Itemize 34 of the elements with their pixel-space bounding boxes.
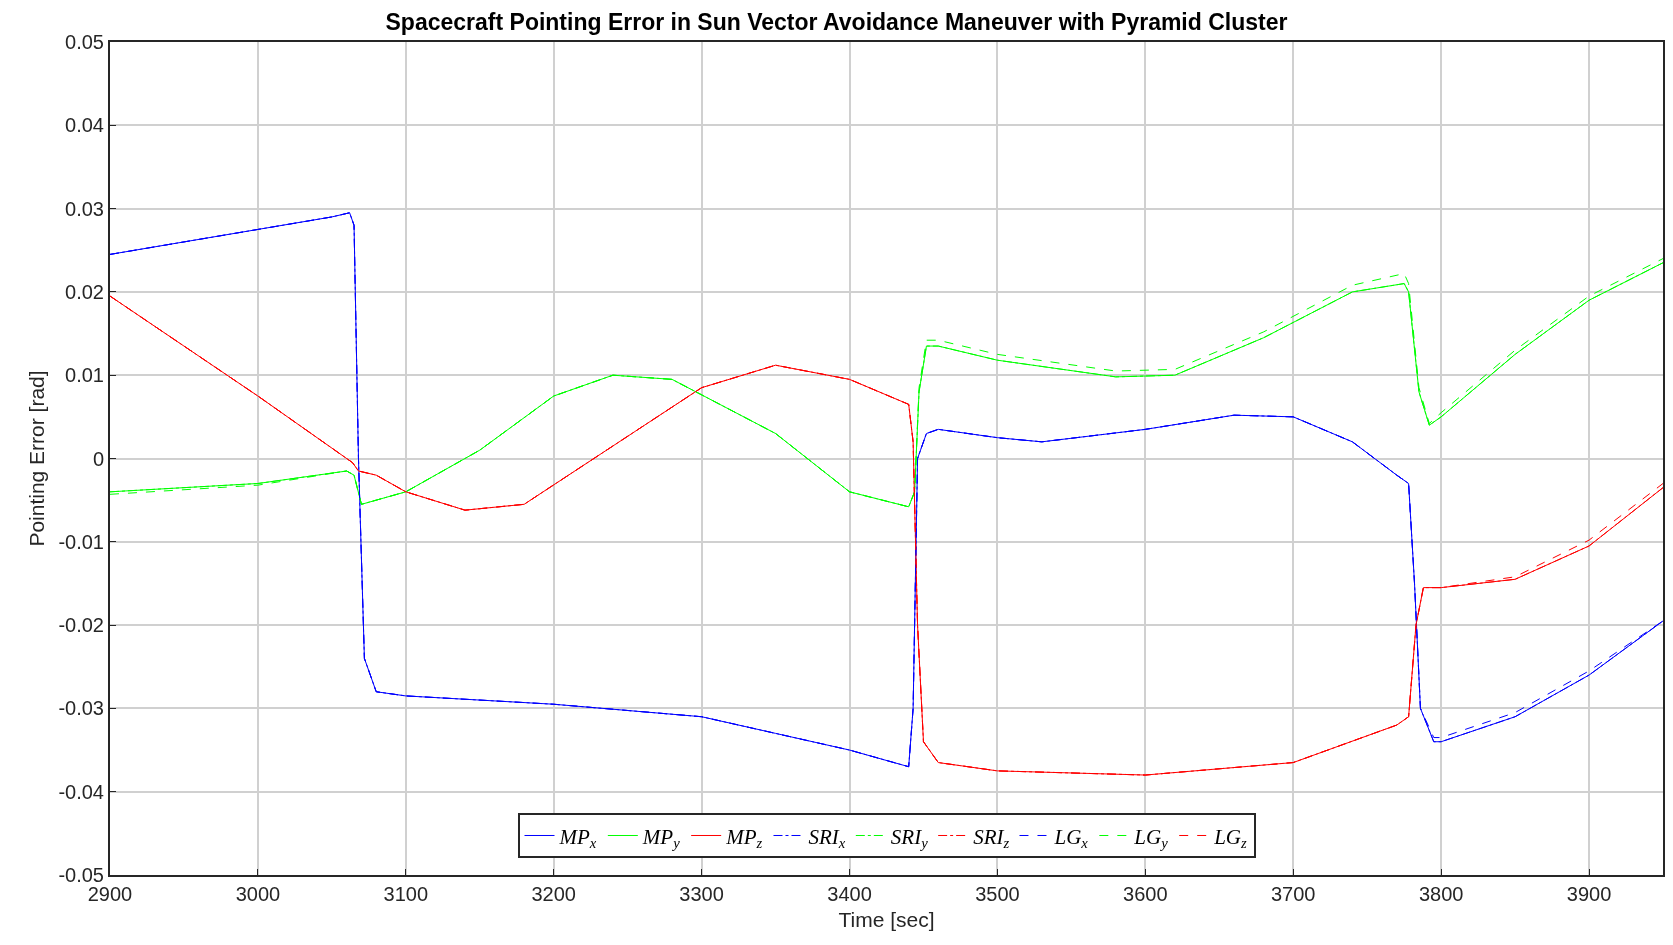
legend-label: LG$_{y}$: [1133, 824, 1169, 852]
y-tick-label: -0.05: [58, 864, 104, 886]
x-tick-label: 3300: [679, 883, 724, 905]
y-axis-title: Pointing Error [rad]: [25, 370, 49, 547]
x-tick-label: 3200: [531, 883, 576, 905]
y-tick-label: 0.01: [65, 364, 104, 387]
x-axis-title: Time [sec]: [838, 907, 935, 931]
y-tick-label: 0.05: [65, 31, 104, 53]
legend-label: SRI$_{y}$: [890, 824, 929, 852]
x-tick-label: 3500: [975, 883, 1020, 905]
x-tick-label: 3800: [1418, 883, 1464, 905]
chart-title: Spacecraft Pointing Error in Sun Vector Avoidance Maneuver with Pyramid Cluster: [385, 9, 1288, 36]
y-tick-label: 0.03: [65, 197, 104, 220]
legend-label: LG$_{z}$: [1213, 824, 1248, 852]
legend-label: SRI$_{x}$: [808, 824, 846, 852]
y-tick-label: 0.04: [65, 114, 104, 137]
legend-label: LG$_{x}$: [1053, 824, 1089, 852]
y-tick-label: -0.01: [58, 530, 104, 553]
y-tick-label: 0: [92, 447, 104, 470]
x-tick-label: 2900: [87, 883, 133, 905]
x-tick-label: 3900: [1566, 883, 1612, 905]
legend-label: SRI$_{z}$: [973, 824, 1010, 852]
x-tick-label: 3000: [235, 883, 281, 905]
x-tick-label: 3100: [383, 883, 429, 905]
legend-label: MP$_{y}$: [641, 824, 681, 852]
legend-label: MP$_{z}$: [725, 824, 763, 852]
y-tick-label: -0.02: [58, 614, 104, 637]
y-tick-label: -0.03: [58, 697, 104, 720]
x-tick-label: 3600: [1123, 883, 1168, 905]
y-tick-label: -0.04: [58, 780, 104, 803]
x-tick-label: 3400: [827, 883, 872, 905]
y-tick-label: 0.02: [65, 280, 104, 303]
x-tick-label: 3700: [1270, 883, 1316, 905]
legend-label: MP$_{x}$: [558, 824, 597, 852]
